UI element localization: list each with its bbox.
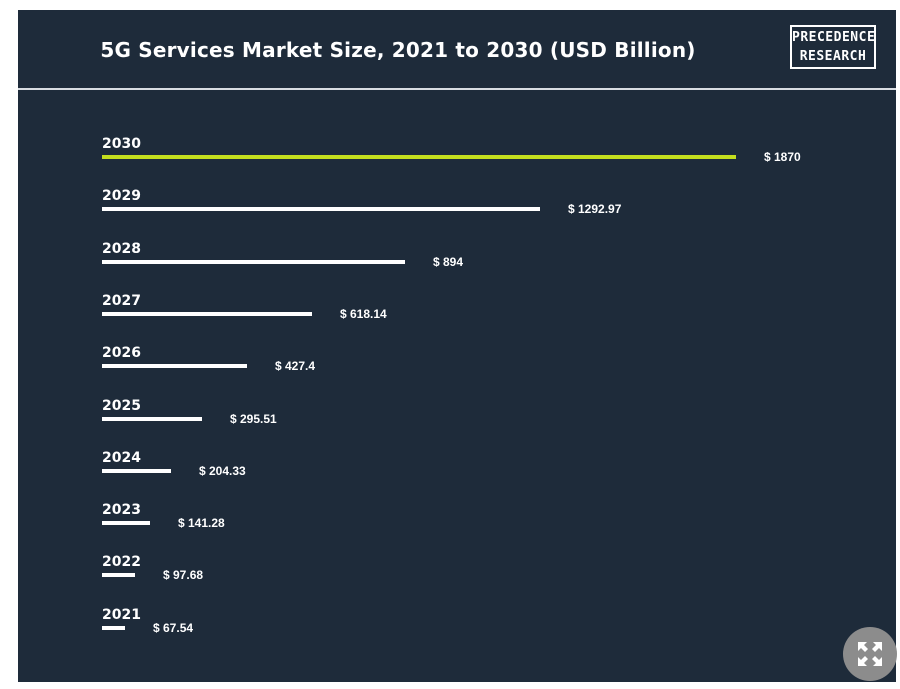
year-label-2025: 2025 [102, 397, 141, 414]
bar-2030 [102, 155, 736, 159]
year-label-2026: 2026 [102, 345, 141, 362]
bar-2025 [102, 416, 202, 421]
bar-2021 [102, 625, 125, 630]
bar-2026 [102, 364, 247, 369]
precedence-research-logo: PRECEDENCE RESEARCH [790, 25, 876, 69]
year-label-2030: 2030 [102, 136, 141, 152]
bar-2029 [102, 207, 540, 212]
value-label-2025: $ 295.51 [230, 411, 277, 426]
expand-button[interactable] [843, 627, 897, 681]
value-label-2026: $ 427.4 [275, 359, 316, 374]
year-label-2029: 2029 [102, 188, 141, 205]
value-label-2029: $ 1292.97 [568, 202, 622, 217]
year-label-2024: 2024 [102, 449, 141, 466]
value-label-2030: $ 1870 [764, 150, 801, 164]
year-label-2023: 2023 [102, 502, 141, 519]
logo-line-1: PRECEDENCE [792, 30, 876, 45]
bar-2023 [102, 521, 150, 526]
year-label-2021: 2021 [102, 606, 141, 623]
value-label-2023: $ 141.28 [178, 516, 225, 531]
bar-2024 [102, 468, 171, 473]
value-label-2021: $ 67.54 [153, 620, 194, 635]
expand-icon [858, 642, 882, 666]
value-label-2022: $ 97.68 [163, 568, 204, 583]
year-label-2027: 2027 [102, 292, 141, 309]
year-label-2022: 2022 [102, 554, 141, 571]
chart-card: 5G Services Market Size, 2021 to 2030 (U… [18, 10, 896, 682]
bar-2027 [102, 311, 312, 316]
chart-title: 5G Services Market Size, 2021 to 2030 (U… [100, 38, 696, 62]
value-label-2024: $ 204.33 [199, 463, 246, 478]
title-divider [18, 88, 896, 90]
year-label-2028: 2028 [102, 240, 141, 257]
bar-2022 [102, 573, 135, 578]
bar-2028 [102, 259, 405, 264]
bar-chart: 2030 $ 1870 2029 $ 1292.97 2028 $ 894 2027 $ 61… [18, 10, 896, 682]
value-label-2028: $ 894 [433, 254, 464, 269]
logo-line-2: RESEARCH [799, 49, 867, 64]
value-label-2027: $ 618.14 [340, 306, 387, 321]
